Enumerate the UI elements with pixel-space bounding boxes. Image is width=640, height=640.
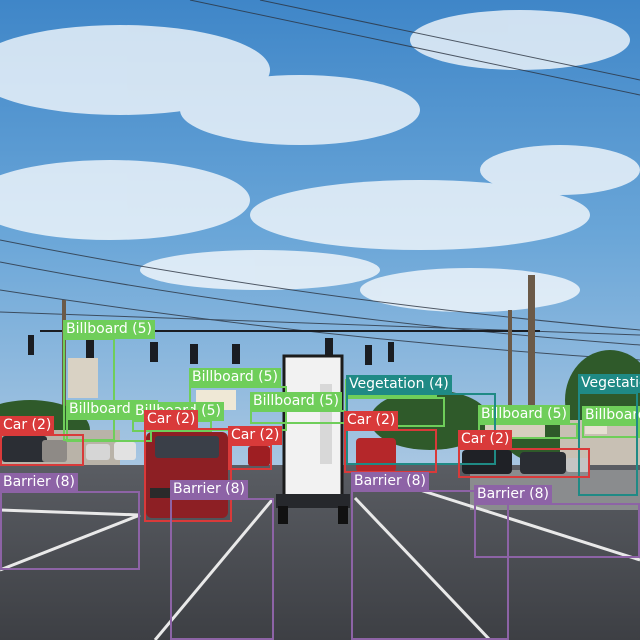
detection-box: Barrier (8)	[474, 485, 640, 558]
detection-box: Car (2)	[0, 416, 84, 466]
detection-label: Billboard (5)	[250, 392, 342, 411]
detection-label: Car (2)	[344, 411, 399, 430]
power-lines	[0, 0, 640, 361]
detection-label: Vegetation (4)	[578, 374, 640, 393]
detection-label: Billboard (5)	[63, 320, 155, 339]
detection-label: Billboard (5)	[189, 368, 281, 387]
traffic-signals	[28, 330, 540, 365]
detection-box: Car (2)	[228, 426, 283, 470]
detection-label: Car (2)	[0, 416, 55, 435]
detection-label: Billboard (5)	[582, 406, 640, 425]
detection-box: Billboard (5)	[250, 392, 346, 424]
detection-label: Barrier (8)	[351, 472, 429, 491]
detection-label: Car (2)	[458, 430, 513, 449]
detection-box: Car (2)	[344, 411, 437, 473]
left-cars	[2, 436, 136, 462]
detection-label: Barrier (8)	[170, 480, 248, 499]
detection-label: Barrier (8)	[0, 473, 78, 492]
clouds	[0, 10, 640, 312]
detection-box: Billboard (5)	[189, 368, 287, 431]
detection-box: Barrier (8)	[351, 472, 509, 640]
trailer	[276, 354, 350, 524]
lane-markings	[0, 488, 640, 640]
detection-box: Barrier (8)	[0, 473, 140, 570]
detection-box: Car (2)	[458, 430, 590, 478]
detection-box: Billboard (5)	[63, 320, 155, 441]
detection-label: Billboard (5)	[478, 405, 570, 424]
detection-label: Car (2)	[144, 410, 199, 429]
detection-label: Barrier (8)	[474, 485, 552, 504]
small-red-car	[248, 446, 270, 466]
detection-box: Barrier (8)	[170, 480, 274, 640]
detection-box: Car (2)	[144, 410, 232, 522]
detection-box: Billboard (5)	[582, 406, 640, 438]
detection-label: Car (2)	[228, 426, 283, 445]
detection-label: Vegetation (4)	[346, 375, 452, 394]
detection-box: Vegetation (4)	[578, 374, 640, 496]
